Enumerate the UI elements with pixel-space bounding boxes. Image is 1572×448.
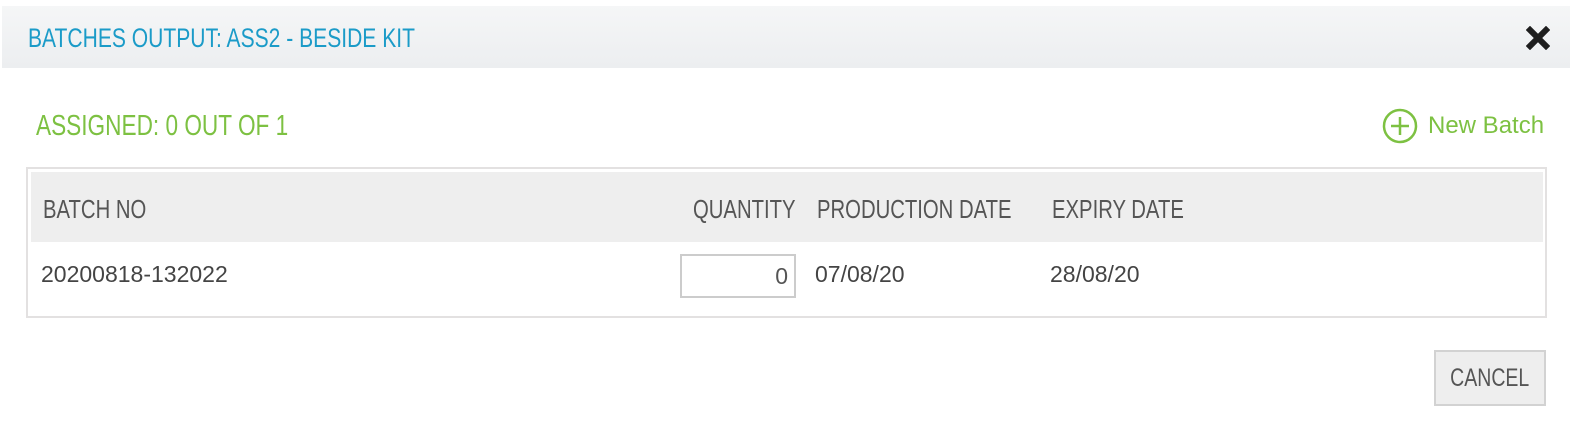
batch-no-cell: 20200818-132022: [41, 261, 228, 287]
expiry-date-cell: 28/08/20: [1050, 261, 1140, 287]
header-batch-no: BATCH NO: [43, 194, 147, 224]
dialog-title: BATCHES OUTPUT: ASS2 - BESIDE KIT: [28, 23, 415, 53]
table-header: BATCH NO QUANTITY PRODUCTION DATE EXPIRY…: [31, 172, 1543, 242]
new-batch-label: New Batch: [1428, 112, 1545, 139]
dialog-header: BATCHES OUTPUT: ASS2 - BESIDE KIT: [2, 6, 1570, 68]
header-expiry-date: EXPIRY DATE: [1052, 194, 1184, 224]
quantity-input[interactable]: [680, 254, 796, 298]
close-x-icon[interactable]: [1525, 25, 1551, 51]
plus-circle-icon: [1382, 108, 1418, 144]
production-date-cell: 07/08/20: [815, 261, 905, 287]
new-batch-button[interactable]: New Batch: [1382, 108, 1544, 144]
header-production-date: PRODUCTION DATE: [817, 194, 1012, 224]
batches-table: BATCH NO QUANTITY PRODUCTION DATE EXPIRY…: [26, 167, 1547, 318]
cancel-button[interactable]: CANCEL: [1434, 350, 1546, 406]
assigned-count: ASSIGNED: 0 OUT OF 1: [36, 110, 289, 142]
header-quantity: QUANTITY: [693, 194, 796, 224]
